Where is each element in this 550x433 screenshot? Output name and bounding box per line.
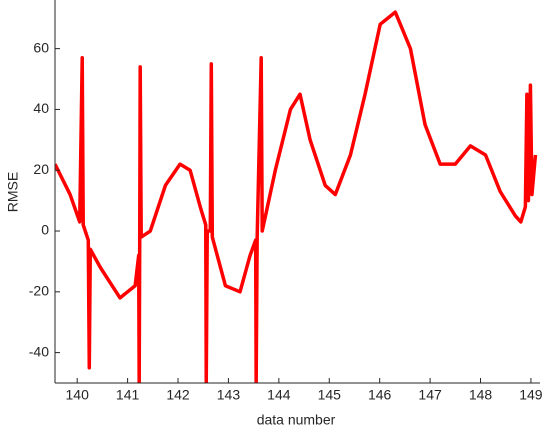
plot [55, 10, 538, 383]
y-tick-label: -20 [29, 283, 49, 299]
y-axis-label: RMSE [5, 172, 21, 212]
x-tick-label: 148 [469, 387, 493, 403]
y-tick-label: -40 [29, 343, 49, 359]
y-tick-label: 0 [41, 222, 49, 238]
x-tick-label: 149 [519, 387, 543, 403]
x-tick-label: 141 [116, 387, 140, 403]
x-tick-label: 143 [217, 387, 241, 403]
x-tick-label: 147 [418, 387, 442, 403]
x-tick-label: 140 [66, 387, 90, 403]
x-tick-label: 144 [267, 387, 291, 403]
x-tick-label: 142 [166, 387, 190, 403]
x-tick-label: 145 [318, 387, 342, 403]
data-line [55, 10, 538, 383]
x-axis-label: data number [257, 412, 336, 428]
y-tick-label: 60 [33, 39, 49, 55]
y-tick-label: 40 [33, 100, 49, 116]
x-tick-label: 146 [368, 387, 392, 403]
y-tick-label: 20 [33, 161, 49, 177]
